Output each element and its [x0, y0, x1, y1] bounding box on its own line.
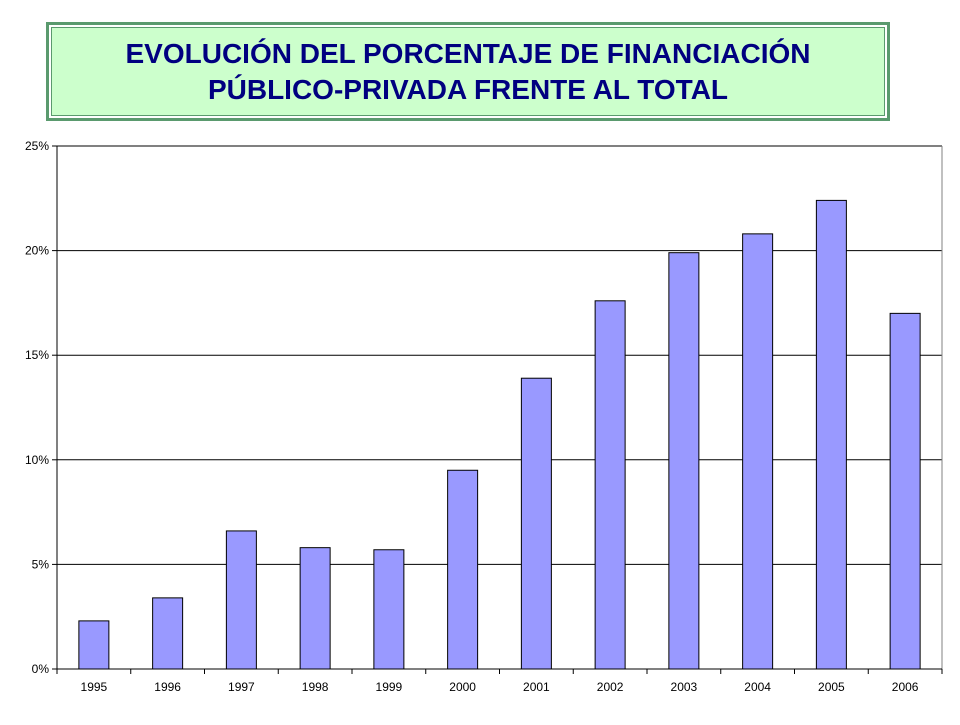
y-tick-label: 20% — [25, 244, 49, 258]
y-tick-label: 25% — [25, 139, 49, 153]
bar-2002 — [594, 300, 626, 670]
bar-2001 — [520, 377, 552, 670]
chart-title-line-1: EVOLUCIÓN DEL PORCENTAJE DE FINANCIACIÓN — [125, 37, 811, 69]
x-tick-label: 1998 — [302, 680, 329, 694]
bar-2005 — [815, 199, 847, 670]
grid-lines — [57, 145, 942, 565]
x-tick-label: 1995 — [81, 680, 108, 694]
x-tick-label: 2004 — [744, 680, 771, 694]
y-tick-label: 10% — [25, 453, 49, 467]
x-tick-label: 2003 — [671, 680, 698, 694]
bar-2004 — [742, 233, 774, 670]
chart-title-box: EVOLUCIÓN DEL PORCENTAJE DE FINANCIACIÓN… — [46, 22, 890, 121]
x-tick-label: 2002 — [597, 680, 624, 694]
bar-1996 — [152, 597, 184, 670]
x-tick-label: 2006 — [892, 680, 919, 694]
tick-labels: 0% 5% 10% 15% 20% 25% 1995 1996 1997 1998 1999 2000… — [25, 139, 919, 694]
axes — [52, 145, 943, 674]
x-tick-label: 2005 — [818, 680, 845, 694]
chart-title-line-2: PÚBLICO-PRIVADA FRENTE AL TOTAL — [207, 73, 729, 105]
y-tick-label: 15% — [25, 348, 49, 362]
bars — [78, 199, 921, 670]
y-tick-label: 0% — [32, 662, 50, 676]
bar-2000 — [447, 469, 479, 670]
bar-2006 — [889, 312, 921, 670]
bar-1997 — [225, 530, 257, 670]
x-tick-label: 2000 — [449, 680, 476, 694]
x-tick-label: 1999 — [376, 680, 403, 694]
x-tick-label: 1997 — [228, 680, 255, 694]
bar-2003 — [668, 252, 700, 670]
bar-1995 — [78, 620, 110, 670]
chart-area: 0% 5% 10% 15% 20% 25% 1995 1996 1997 1998 1999 2000… — [0, 130, 960, 720]
bar-chart: 0% 5% 10% 15% 20% 25% 1995 1996 1997 1998 1999 2000… — [25, 139, 943, 694]
y-tick-label: 5% — [32, 557, 50, 571]
bar-1999 — [373, 549, 405, 670]
bar-1998 — [299, 547, 331, 670]
x-tick-label: 1996 — [154, 680, 181, 694]
x-tick-label: 2001 — [523, 680, 550, 694]
